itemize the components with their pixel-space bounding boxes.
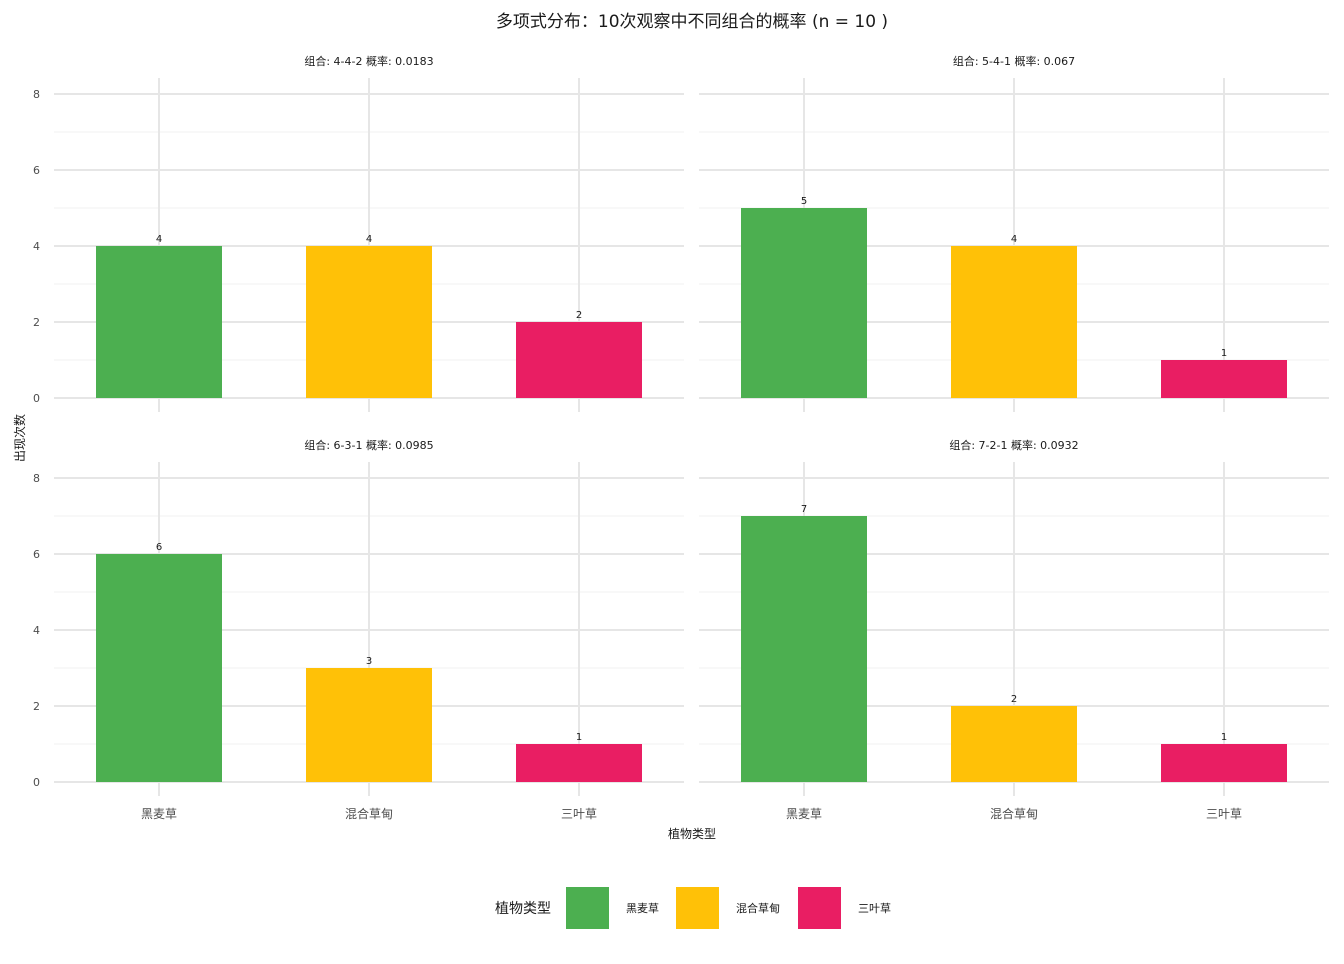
bar-data-label: 7 [801,504,807,515]
y-tick-label: 0 [33,392,40,405]
bar-data-label: 4 [156,234,162,245]
bar-data-label: 2 [576,310,582,321]
bar [951,706,1077,782]
bar-data-label: 5 [801,196,807,207]
legend-key [676,887,719,929]
facet-label: 组合: 7-2-1 概率: 0.0932 [949,438,1078,452]
facet-panel: 组合: 7-2-1 概率: 0.0932 7 2 1 黑麦草 混合草甸 三叶草 [699,438,1329,821]
x-tick-label: 混合草甸 [990,806,1038,821]
y-tick-label: 2 [33,700,40,713]
legend: 植物类型 黑麦草 混合草甸 三叶草 [495,887,891,929]
legend-key [566,887,609,929]
legend-entry-label: 混合草甸 [736,901,780,915]
bar [1161,744,1287,782]
chart-title: 多项式分布：10次观察中不同组合的概率 (n = 10 ) [496,12,888,32]
y-tick-label: 8 [33,472,40,485]
bar [951,246,1077,398]
bar [516,744,642,782]
y-tick-label: 8 [33,88,40,101]
facet-panel: 组合: 5-4-1 概率: 0.067 5 4 1 [699,54,1329,412]
facet-panel: 组合: 6-3-1 概率: 0.0985 0 2 4 6 8 6 3 1 黑麦草 混合草甸 三叶草 [33,438,684,821]
y-tick-label: 6 [33,548,40,561]
bar [741,516,867,782]
x-axis-label: 植物类型 [668,826,716,841]
legend-key [798,887,841,929]
bar [96,554,222,782]
bar-data-label: 4 [1011,234,1017,245]
legend-entry-label: 三叶草 [858,902,891,915]
facet-label: 组合: 4-4-2 概率: 0.0183 [304,54,433,68]
x-tick-label: 黑麦草 [786,807,822,821]
bar [741,208,867,398]
facet-panel: 组合: 4-4-2 概率: 0.0183 0 2 4 6 8 4 4 2 [33,54,684,412]
bar-data-label: 2 [1011,694,1017,705]
bar-data-label: 1 [1221,348,1227,359]
bar [306,246,432,398]
y-tick-label: 2 [33,316,40,329]
x-tick-label: 三叶草 [561,807,597,821]
legend-entry-label: 黑麦草 [626,902,659,915]
y-tick-label: 0 [33,776,40,789]
bar-data-label: 3 [366,656,372,667]
bar [96,246,222,398]
x-tick-label: 混合草甸 [345,806,393,821]
x-tick-label: 三叶草 [1206,807,1242,821]
y-axis-label: 出现次数 [12,414,27,462]
legend-title: 植物类型 [495,901,551,917]
bar-data-label: 4 [366,234,372,245]
facet-panels: 组合: 4-4-2 概率: 0.0183 0 2 4 6 8 4 4 2 组合: 5-4-1 概率… [33,54,1329,821]
bar-data-label: 1 [1221,732,1227,743]
bar [516,322,642,398]
bar [306,668,432,782]
y-tick-label: 4 [33,624,40,637]
y-tick-label: 6 [33,164,40,177]
bar-data-label: 6 [156,542,162,553]
facet-label: 组合: 6-3-1 概率: 0.0985 [304,438,433,452]
x-tick-label: 黑麦草 [141,807,177,821]
facet-label: 组合: 5-4-1 概率: 0.067 [953,54,1075,68]
bar [1161,360,1287,398]
bar-data-label: 1 [576,732,582,743]
y-tick-label: 4 [33,240,40,253]
